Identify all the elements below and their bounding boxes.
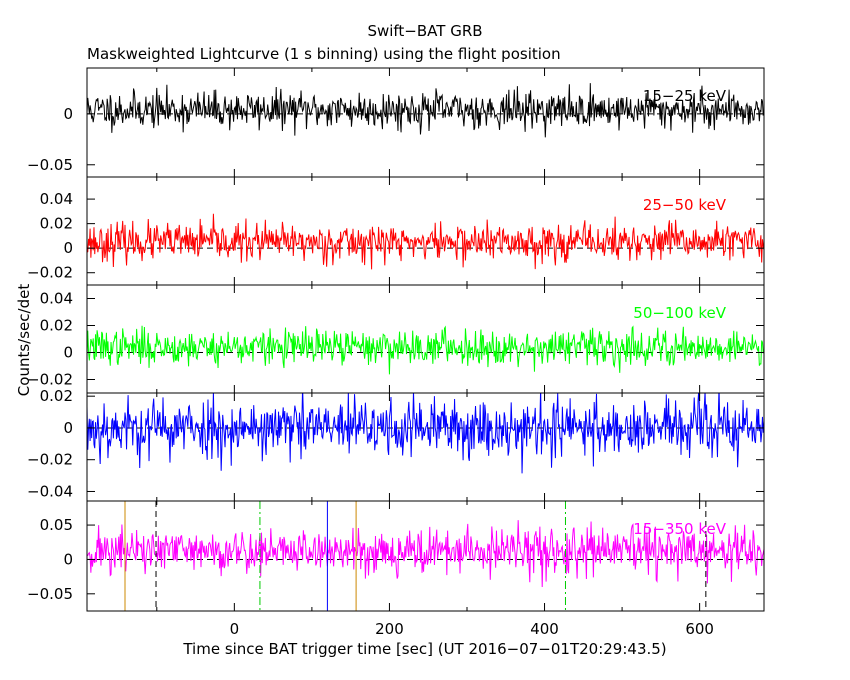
band-label: 15−25 keV bbox=[643, 87, 727, 105]
y-tick-label: 0 bbox=[63, 419, 73, 437]
x-tick-label: 600 bbox=[685, 620, 714, 638]
series-line-5 bbox=[87, 520, 764, 588]
series-line-2 bbox=[87, 213, 764, 270]
x-tick-label: 0 bbox=[230, 620, 240, 638]
y-tick-label: −0.02 bbox=[27, 451, 73, 469]
y-tick-label: −0.02 bbox=[27, 371, 73, 389]
y-tick-label: 0.02 bbox=[40, 387, 73, 405]
x-tick-label: 400 bbox=[530, 620, 559, 638]
panel-frame-5 bbox=[86, 500, 765, 612]
series-line-4 bbox=[87, 393, 764, 474]
y-tick-label: 0.04 bbox=[40, 190, 73, 208]
y-tick-label: 0 bbox=[63, 105, 73, 123]
y-tick-label: 0.02 bbox=[40, 215, 73, 233]
series-line-3 bbox=[87, 325, 764, 375]
y-tick-label: 0.05 bbox=[40, 516, 73, 534]
band-label: 50−100 keV bbox=[633, 304, 726, 322]
y-tick-label: 0 bbox=[63, 550, 73, 568]
band-label: 25−50 keV bbox=[643, 196, 727, 214]
y-tick-label: −0.05 bbox=[27, 585, 73, 603]
y-tick-label: 0 bbox=[63, 239, 73, 257]
y-tick-label: 0 bbox=[63, 344, 73, 362]
chart-subtitle: Maskweighted Lightcurve (1 s binning) us… bbox=[87, 45, 561, 63]
y-tick-label: −0.05 bbox=[27, 156, 73, 174]
y-tick-label: −0.02 bbox=[27, 264, 73, 282]
y-axis-label: Counts/sec/det bbox=[15, 283, 33, 397]
x-axis-label: Time since BAT trigger time [sec] (UT 20… bbox=[183, 640, 667, 658]
panel-frame-2 bbox=[86, 176, 765, 286]
y-tick-label: 0.02 bbox=[40, 317, 73, 335]
band-label: 15−350 keV bbox=[633, 520, 726, 538]
y-tick-label: 0.04 bbox=[40, 290, 73, 308]
chart-title: Swift−BAT GRB bbox=[367, 22, 483, 40]
y-tick-label: −0.04 bbox=[27, 482, 73, 500]
panel-frame-1 bbox=[86, 67, 765, 178]
x-tick-label: 200 bbox=[375, 620, 404, 638]
series-line-1 bbox=[87, 83, 764, 138]
